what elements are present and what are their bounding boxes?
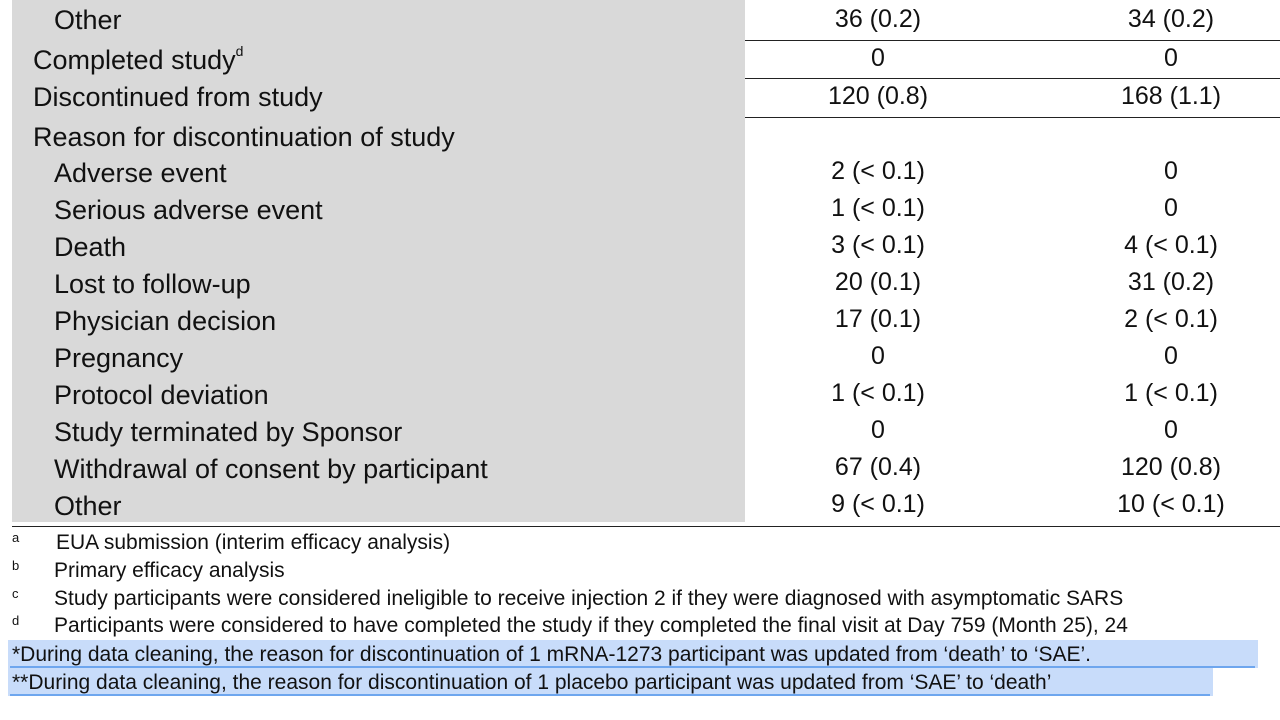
row-label: Study terminated by Sponsor [54, 417, 403, 447]
row-label: Withdrawal of consent by participant [54, 454, 488, 484]
mrna-value: 20 (0.1) [834, 268, 922, 296]
label-cell [12, 40, 745, 78]
table-row: Reason for discontinuation of study [12, 117, 1280, 154]
label-cell [12, 0, 745, 40]
mrna-value: 120 (0.8) [827, 82, 929, 110]
placebo-value: 0 [1164, 44, 1178, 72]
label-cell [12, 339, 745, 376]
mrna-value: 17 (0.1) [834, 305, 922, 333]
mrna-value: 0 [871, 44, 885, 72]
placebo-value: 4 (< 0.1) [1124, 231, 1218, 259]
label-cell [12, 228, 745, 265]
placebo-value: 120 (0.8) [1120, 453, 1222, 481]
label-cell [12, 487, 745, 522]
placebo-value: 31 (0.2) [1127, 268, 1215, 296]
label-cell [12, 78, 745, 117]
mrna-value: 0 [871, 342, 885, 370]
selection-underline [10, 666, 1255, 668]
mrna-value: 67 (0.4) [834, 453, 922, 481]
footnote-text: Primary efficacy analysis [54, 559, 285, 582]
row-label: Adverse event [54, 158, 227, 188]
label-cell [12, 376, 745, 413]
footnote-mark: a [12, 530, 20, 545]
table-row: Discontinued from study 120 (0.8) 168 (1… [12, 78, 1280, 117]
placebo-value: 1 (< 0.1) [1124, 379, 1218, 407]
row-label: Other [54, 5, 122, 35]
mrna-value: 9 (< 0.1) [831, 490, 925, 518]
section-label: Reason for discontinuation of study [33, 122, 455, 152]
label-cell [12, 154, 745, 191]
mrna-value: 1 (< 0.1) [831, 194, 925, 222]
table-row: Physician decision 17 (0.1) 2 (< 0.1) [12, 302, 1280, 339]
footnote-mark: d [12, 613, 20, 628]
mrna-value: 1 (< 0.1) [831, 379, 925, 407]
label-cell [12, 302, 745, 339]
placebo-value: 0 [1164, 194, 1178, 222]
label-cell [12, 413, 745, 450]
row-label: Serious adverse event [54, 195, 323, 225]
label-cell [12, 450, 745, 487]
placebo-value: 0 [1164, 157, 1178, 185]
row-label: Death [54, 232, 127, 262]
table-row: Withdrawal of consent by participant 67 … [12, 450, 1280, 487]
text-selection-highlight [8, 668, 1213, 696]
placebo-value: 0 [1164, 342, 1178, 370]
placebo-value: 10 (< 0.1) [1117, 490, 1225, 518]
note-star[interactable]: *During data cleaning, the reason for di… [12, 643, 1092, 666]
table-row: Completed studyd 0 0 [12, 40, 1280, 78]
mrna-value: 2 (< 0.1) [831, 157, 925, 185]
mrna-value: 0 [871, 416, 885, 444]
table-row: Protocol deviation 1 (< 0.1) 1 (< 0.1) [12, 376, 1280, 413]
placebo-value: 2 (< 0.1) [1124, 305, 1218, 333]
placebo-value: 168 (1.1) [1120, 82, 1222, 110]
label-cell [12, 265, 745, 302]
mrna-value: 36 (0.2) [834, 5, 922, 33]
table-row: Pregnancy 0 0 [12, 339, 1280, 376]
footnote-mark: c [12, 586, 19, 601]
table-row: Serious adverse event 1 (< 0.1) 0 [12, 191, 1280, 228]
label-cell [12, 117, 745, 154]
label-cell [12, 191, 745, 228]
footnote-ref: d [235, 43, 244, 59]
row-label: Discontinued from study [33, 82, 323, 112]
footnote-text: Study participants were considered ineli… [54, 587, 1124, 610]
table-row: Other 9 (< 0.1) 10 (< 0.1) [12, 487, 1280, 522]
disposition-table: Other 36 (0.2) 34 (0.2) Completed studyd… [12, 0, 1280, 527]
placebo-value: 34 (0.2) [1127, 5, 1215, 33]
footnote-text: Participants were considered to have com… [54, 614, 1128, 637]
row-label: Lost to follow-up [54, 269, 251, 299]
footnote-mark: b [12, 558, 20, 573]
table-row: Study terminated by Sponsor 0 0 [12, 413, 1280, 450]
text-selection-highlight [8, 640, 1258, 668]
table-row: Adverse event 2 (< 0.1) 0 [12, 154, 1280, 191]
table-row: Other 36 (0.2) 34 (0.2) [12, 0, 1280, 40]
placebo-value: 0 [1164, 416, 1178, 444]
selection-underline [10, 694, 1210, 696]
table-row: Death 3 (< 0.1) 4 (< 0.1) [12, 228, 1280, 265]
row-label: Pregnancy [54, 343, 184, 373]
row-label: Protocol deviation [54, 380, 269, 410]
note-double-star[interactable]: **During data cleaning, the reason for d… [12, 671, 1052, 694]
row-label: Other [54, 491, 122, 521]
footnote-text: EUA submission (interim efficacy analysi… [56, 531, 451, 554]
row-label: Completed studyd [33, 43, 244, 75]
table-row: Lost to follow-up 20 (0.1) 31 (0.2) [12, 265, 1280, 302]
table-bottom-rule [12, 526, 1280, 527]
row-label: Physician decision [54, 306, 277, 336]
mrna-value: 3 (< 0.1) [831, 231, 925, 259]
